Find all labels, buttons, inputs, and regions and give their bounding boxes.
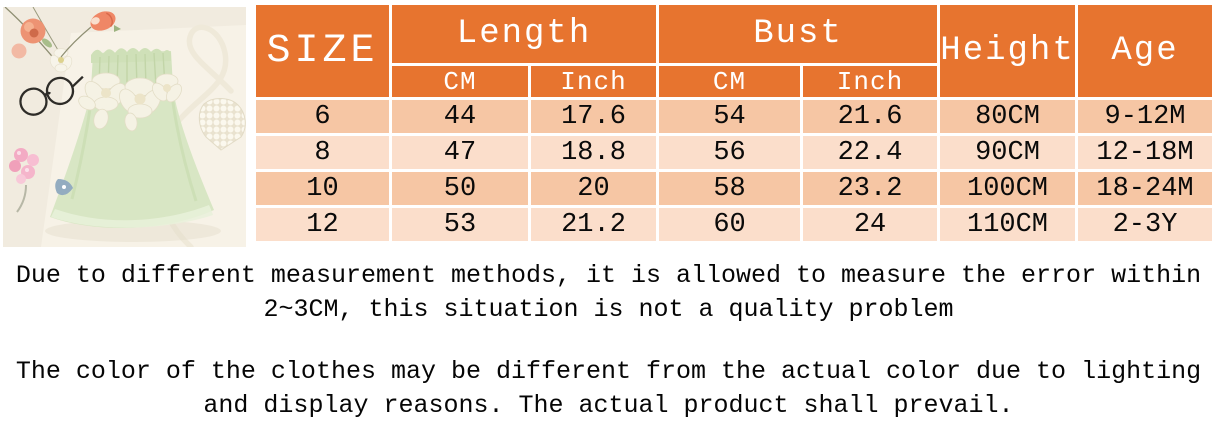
table-row: 6 44 17.6 54 21.6 80CM 9-12M bbox=[256, 100, 1213, 133]
rosebud bbox=[60, 11, 121, 58]
table-cell: 18-24M bbox=[1078, 172, 1213, 205]
size-table-body: 6 44 17.6 54 21.6 80CM 9-12M 8 47 18.8 5… bbox=[256, 100, 1213, 241]
table-cell: 21.2 bbox=[531, 208, 657, 241]
table-cell: 23.2 bbox=[803, 172, 938, 205]
table-row: 10 50 20 58 23.2 100CM 18-24M bbox=[256, 172, 1213, 205]
table-cell: 18.8 bbox=[531, 136, 657, 169]
pearl-bag bbox=[198, 98, 246, 151]
glasses bbox=[19, 75, 84, 116]
column-header-height: Height bbox=[940, 5, 1076, 97]
table-cell: 2-3Y bbox=[1078, 208, 1213, 241]
subheader-bust-inch: Inch bbox=[803, 66, 938, 97]
coral-flowers bbox=[4, 7, 73, 73]
subheader-length-cm: CM bbox=[392, 66, 528, 97]
table-cell: 21.6 bbox=[803, 100, 938, 133]
table-row: 8 47 18.8 56 22.4 90CM 12-18M bbox=[256, 136, 1213, 169]
table-cell: 60 bbox=[659, 208, 801, 241]
table-cell: 17.6 bbox=[531, 100, 657, 133]
table-cell: 20 bbox=[531, 172, 657, 205]
column-header-size: SIZE bbox=[256, 5, 389, 97]
table-cell: 110CM bbox=[940, 208, 1076, 241]
size-table-header: SIZE Length Bust Height Age CM Inch CM I… bbox=[256, 5, 1213, 97]
measurement-disclaimer-line2: 2~3CM, this situation is not a quality p… bbox=[263, 295, 954, 324]
table-row: 12 53 21.2 60 24 110CM 2-3Y bbox=[256, 208, 1213, 241]
table-cell: 10 bbox=[256, 172, 389, 205]
pink-pompoms bbox=[9, 148, 73, 213]
product-photo-illustration bbox=[3, 7, 246, 247]
column-header-bust: Bust bbox=[659, 5, 938, 63]
subheader-length-inch: Inch bbox=[531, 66, 657, 97]
table-cell: 50 bbox=[392, 172, 528, 205]
table-cell: 90CM bbox=[940, 136, 1076, 169]
table-cell: 47 bbox=[392, 136, 528, 169]
dress bbox=[50, 48, 214, 228]
product-photo bbox=[3, 7, 246, 247]
dress-flowers bbox=[78, 72, 182, 132]
table-cell: 6 bbox=[256, 100, 389, 133]
table-cell: 12 bbox=[256, 208, 389, 241]
measurement-disclaimer-line1: Due to different measurement methods, it… bbox=[15, 261, 1202, 290]
table-cell: 8 bbox=[256, 136, 389, 169]
size-table: SIZE Length Bust Height Age CM Inch CM I… bbox=[253, 2, 1215, 244]
table-cell: 80CM bbox=[940, 100, 1076, 133]
color-disclaimer-line2: and display reasons. The actual product … bbox=[203, 391, 1014, 420]
table-cell: 53 bbox=[392, 208, 528, 241]
table-cell: 12-18M bbox=[1078, 136, 1213, 169]
color-disclaimer-line1: The color of the clothes may be differen… bbox=[15, 357, 1202, 386]
measurement-disclaimer: Due to different measurement methods, it… bbox=[0, 259, 1217, 327]
table-cell: 24 bbox=[803, 208, 938, 241]
table-cell: 58 bbox=[659, 172, 801, 205]
color-disclaimer: The color of the clothes may be differen… bbox=[0, 355, 1217, 423]
table-cell: 44 bbox=[392, 100, 528, 133]
table-cell: 54 bbox=[659, 100, 801, 133]
column-header-age: Age bbox=[1078, 5, 1213, 97]
table-cell: 100CM bbox=[940, 172, 1076, 205]
table-cell: 56 bbox=[659, 136, 801, 169]
column-header-length: Length bbox=[392, 5, 657, 63]
table-cell: 9-12M bbox=[1078, 100, 1213, 133]
table-cell: 22.4 bbox=[803, 136, 938, 169]
subheader-bust-cm: CM bbox=[659, 66, 801, 97]
